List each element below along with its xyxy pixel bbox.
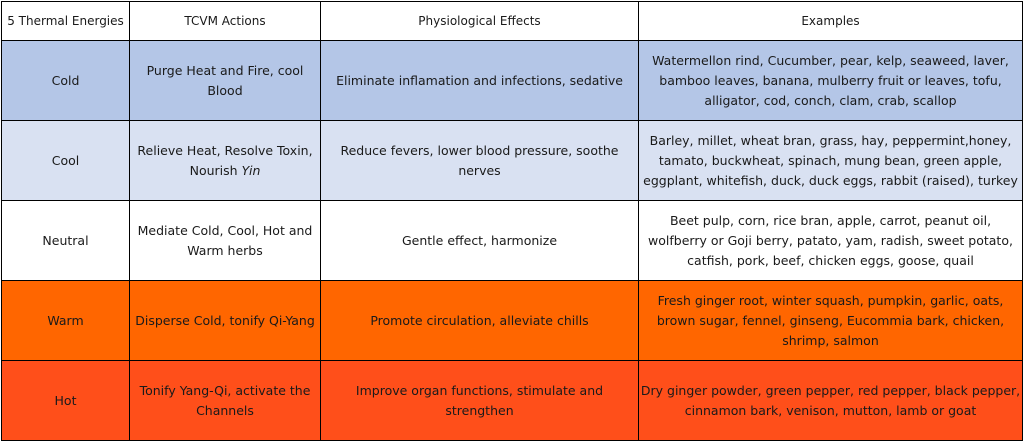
- header-row: 5 Thermal Energies TCVM Actions Physiolo…: [1, 1, 1023, 41]
- actions-italic-text: Yin: [241, 162, 261, 178]
- actions-text: Purge Heat and Fire, cool Blood: [146, 62, 304, 98]
- table-row-hot: Hot Tonify Yang-Qi, activate the Channel…: [1, 360, 1023, 441]
- effects-cell: Gentle effect, harmonize: [320, 200, 639, 281]
- effects-cell: Eliminate inflamation and infections, se…: [320, 40, 639, 121]
- actions-cell: Relieve Heat, Resolve Toxin, Nourish Yin: [129, 120, 321, 201]
- effects-cell: Improve organ functions, stimulate and s…: [320, 360, 639, 441]
- energy-cell: Warm: [1, 280, 130, 361]
- examples-cell: Beet pulp, corn, rice bran, apple, carro…: [638, 200, 1023, 281]
- effects-cell: Reduce fevers, lower blood pressure, soo…: [320, 120, 639, 201]
- energy-cell: Cool: [1, 120, 130, 201]
- header-physiological-effects: Physiological Effects: [320, 1, 639, 41]
- table-row-cold: Cold Purge Heat and Fire, cool Blood Eli…: [1, 40, 1023, 121]
- table-row-warm: Warm Disperse Cold, tonify Qi-Yang Promo…: [1, 280, 1023, 361]
- actions-cell: Disperse Cold, tonify Qi-Yang: [129, 280, 321, 361]
- header-thermal-energies: 5 Thermal Energies: [1, 1, 130, 41]
- actions-cell: Tonify Yang-Qi, activate the Channels: [129, 360, 321, 441]
- actions-text: Relieve Heat, Resolve Toxin, Nourish: [137, 142, 313, 178]
- examples-cell: Barley, millet, wheat bran, grass, hay, …: [638, 120, 1023, 201]
- examples-cell: Dry ginger powder, green pepper, red pep…: [638, 360, 1023, 441]
- effects-cell: Promote circulation, alleviate chills: [320, 280, 639, 361]
- examples-cell: Watermellon rind, Cucumber, pear, kelp, …: [638, 40, 1023, 121]
- table-row-cool: Cool Relieve Heat, Resolve Toxin, Nouris…: [1, 120, 1023, 201]
- actions-text: Disperse Cold, tonify Qi-Yang: [135, 312, 315, 328]
- actions-text: Mediate Cold, Cool, Hot and Warm herbs: [137, 222, 313, 258]
- actions-text: Tonify Yang-Qi, activate the Channels: [139, 382, 311, 418]
- energy-cell: Neutral: [1, 200, 130, 281]
- actions-cell: Mediate Cold, Cool, Hot and Warm herbs: [129, 200, 321, 281]
- examples-cell: Fresh ginger root, winter squash, pumpki…: [638, 280, 1023, 361]
- energy-cell: Cold: [1, 40, 130, 121]
- header-examples: Examples: [638, 1, 1023, 41]
- header-tcvm-actions: TCVM Actions: [129, 1, 321, 41]
- table-row-neutral: Neutral Mediate Cold, Cool, Hot and Warm…: [1, 200, 1023, 281]
- actions-cell: Purge Heat and Fire, cool Blood: [129, 40, 321, 121]
- energy-cell: Hot: [1, 360, 130, 441]
